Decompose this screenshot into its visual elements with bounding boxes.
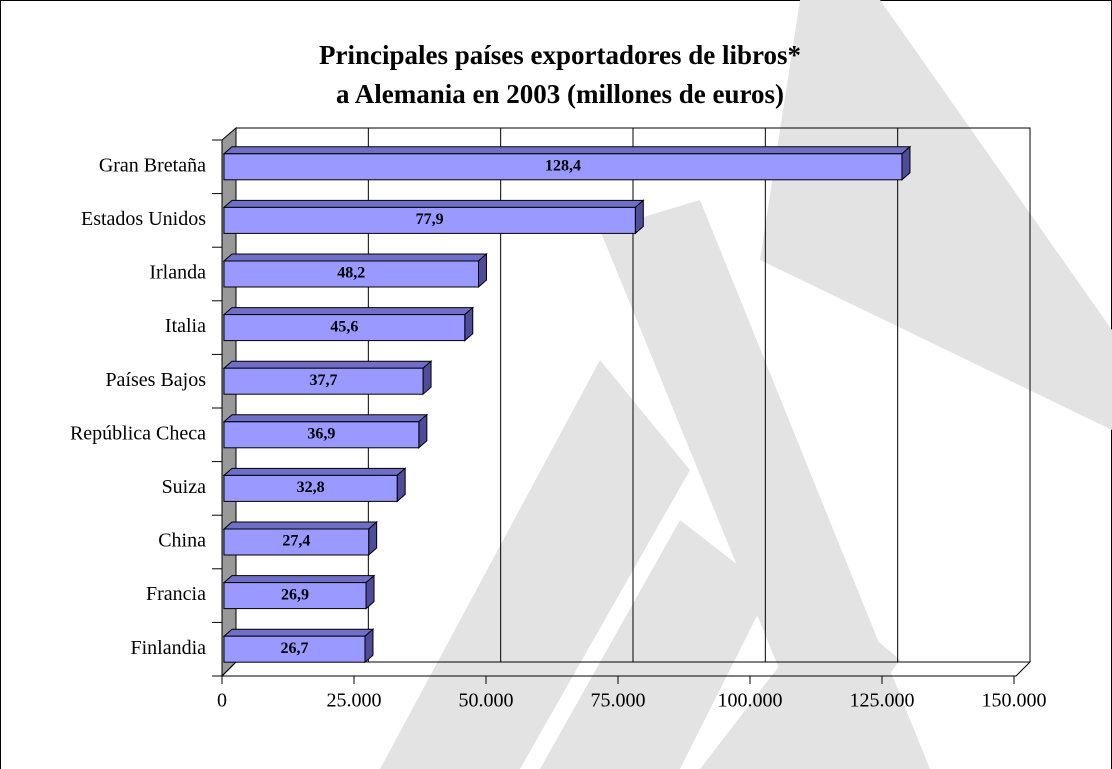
value-label: 128,4 bbox=[545, 157, 581, 174]
value-label: 26,7 bbox=[280, 640, 308, 657]
bar bbox=[223, 582, 367, 610]
bar bbox=[223, 314, 466, 342]
x-tick-label: 100.000 bbox=[718, 690, 783, 712]
bar bbox=[223, 528, 370, 556]
bar-top bbox=[222, 199, 645, 208]
y-tick-label: China bbox=[158, 530, 206, 552]
x-tick-label: 125.000 bbox=[850, 690, 915, 712]
bar bbox=[223, 260, 479, 288]
chart-title: a Alemania en 2003 (millones de euros) bbox=[336, 79, 784, 109]
bar-top bbox=[222, 414, 429, 423]
x-tick-label: 25.000 bbox=[327, 690, 382, 712]
y-tick-label: Países Bajos bbox=[105, 369, 206, 391]
bar-top bbox=[222, 575, 376, 584]
bar bbox=[223, 421, 420, 449]
bar-top bbox=[222, 467, 407, 476]
value-label: 45,6 bbox=[330, 318, 358, 335]
watermark-shape bbox=[700, 600, 900, 769]
value-label: 36,9 bbox=[307, 425, 335, 442]
x-tick-label: 50.000 bbox=[459, 690, 514, 712]
y-tick-label: Irlanda bbox=[149, 262, 206, 284]
watermark-shape bbox=[380, 360, 690, 769]
value-label: 32,8 bbox=[297, 479, 325, 496]
y-tick-label: Finlandia bbox=[130, 637, 206, 659]
value-label: 77,9 bbox=[416, 211, 444, 228]
y-tick-label: Estados Unidos bbox=[81, 208, 206, 230]
watermark-shape bbox=[760, 0, 1112, 430]
bar-top bbox=[222, 521, 379, 530]
bar bbox=[223, 206, 636, 234]
bar bbox=[223, 474, 398, 502]
x-tick-label: 0 bbox=[217, 690, 227, 712]
bar bbox=[223, 153, 903, 181]
bar bbox=[223, 635, 366, 663]
bar-top bbox=[222, 360, 433, 369]
bar-top bbox=[222, 146, 912, 155]
x-tick-label: 75.000 bbox=[591, 690, 646, 712]
y-tick-label: Italia bbox=[165, 315, 206, 337]
value-label: 26,9 bbox=[281, 586, 309, 603]
bar-top bbox=[222, 628, 375, 637]
bar-top bbox=[222, 307, 475, 316]
value-label: 27,4 bbox=[282, 533, 310, 550]
y-tick-label: Gran Bretaña bbox=[99, 154, 206, 176]
y-tick-label: Francia bbox=[146, 583, 206, 605]
value-label: 48,2 bbox=[337, 265, 365, 282]
value-label: 37,7 bbox=[310, 372, 338, 389]
chart-title: Principales países exportadores de libro… bbox=[319, 40, 801, 70]
bar bbox=[223, 367, 424, 395]
watermark-shape bbox=[540, 520, 770, 769]
y-tick-label: República Checa bbox=[70, 422, 206, 444]
bar-top bbox=[222, 253, 488, 262]
y-tick-label: Suiza bbox=[162, 476, 207, 498]
x-tick-label: 150.000 bbox=[982, 690, 1047, 712]
